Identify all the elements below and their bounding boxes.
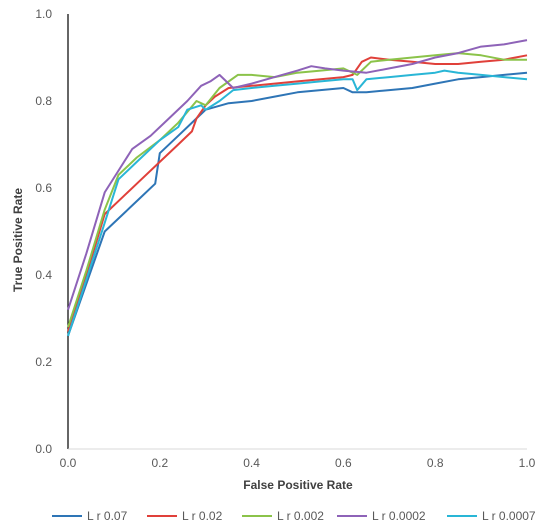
series-line-2 bbox=[67, 54, 528, 332]
y-tick-label: 1.0 bbox=[35, 7, 52, 21]
x-tick-label: 0.2 bbox=[151, 456, 168, 470]
legend-label: L r 0.02 bbox=[182, 509, 223, 523]
legend-label: L r 0.0002 bbox=[372, 509, 426, 523]
x-tick-label: 0.6 bbox=[335, 456, 352, 470]
series-line-1 bbox=[67, 71, 528, 337]
legend-item-3: L r 0.002 bbox=[242, 509, 324, 523]
legend-label: L r 0.07 bbox=[87, 509, 128, 523]
series-line-5 bbox=[67, 69, 528, 337]
y-tick-label: 0.4 bbox=[35, 268, 52, 282]
series-line-4 bbox=[67, 39, 528, 311]
legend-label: L r 0.0007 bbox=[482, 509, 536, 523]
x-tick-labels: 0.0 0.2 0.4 0.6 0.8 1.0 bbox=[60, 456, 536, 470]
legend-label: L r 0.002 bbox=[277, 509, 324, 523]
x-axis-title: False Positive Rate bbox=[243, 478, 353, 492]
y-tick-label: 0.0 bbox=[35, 442, 52, 456]
y-tick-labels: 0.0 0.2 0.4 0.6 0.8 1.0 bbox=[35, 7, 52, 456]
y-axis-title: True Positive Rate bbox=[11, 188, 25, 292]
legend: L r 0.07 L r 0.02 L r 0.002 L r 0.0002 L r 0… bbox=[52, 509, 536, 523]
y-tick-label: 0.2 bbox=[35, 355, 52, 369]
series-layer bbox=[67, 39, 528, 337]
legend-item-1: L r 0.07 bbox=[52, 509, 128, 523]
x-tick-label: 0.4 bbox=[243, 456, 260, 470]
y-tick-label: 0.6 bbox=[35, 181, 52, 195]
legend-item-2: L r 0.02 bbox=[147, 509, 223, 523]
series-line-3 bbox=[67, 52, 527, 328]
x-tick-label: 0.8 bbox=[427, 456, 444, 470]
x-tick-label: 1.0 bbox=[519, 456, 536, 470]
y-tick-label: 0.8 bbox=[35, 94, 52, 108]
x-tick-label: 0.0 bbox=[60, 456, 77, 470]
legend-item-5: L r 0.0007 bbox=[447, 509, 536, 523]
plot-area bbox=[67, 14, 528, 450]
legend-item-4: L r 0.0002 bbox=[337, 509, 426, 523]
